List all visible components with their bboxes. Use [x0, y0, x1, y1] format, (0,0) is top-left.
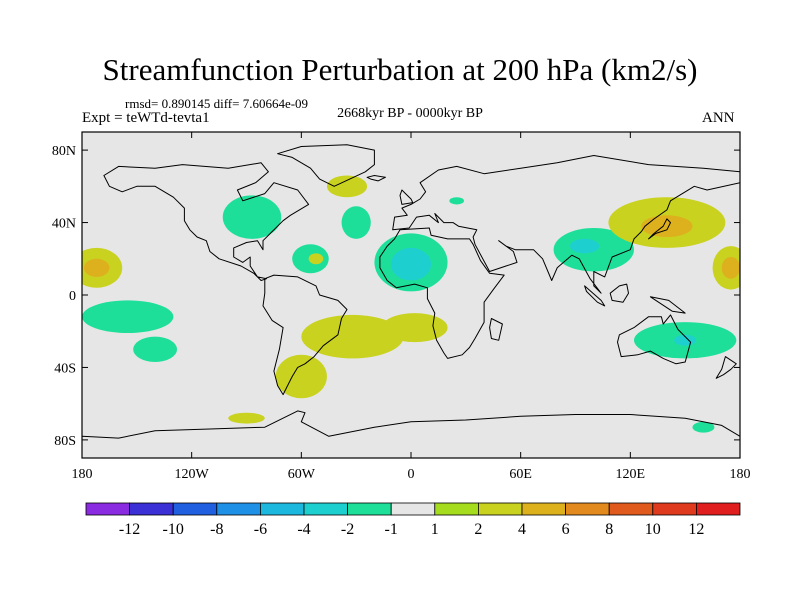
coastline-new-guinea — [649, 296, 686, 314]
colorbar-swatch — [608, 502, 654, 516]
colorbar-swatch — [216, 502, 261, 516]
anomaly-negative — [82, 300, 174, 334]
coastline-japan — [648, 218, 671, 240]
colorbar-swatch — [652, 502, 697, 516]
colorbar-swatch — [172, 502, 218, 516]
colorbar-swatch — [390, 502, 436, 516]
colorbar-label: 4 — [518, 521, 526, 538]
anomaly-positive — [721, 256, 740, 279]
anomaly-positive — [83, 258, 110, 277]
colorbar-swatch — [565, 502, 610, 516]
anomaly-positive — [381, 313, 448, 343]
anomaly-positive — [641, 215, 693, 238]
lon-tick-label: 180 — [730, 467, 751, 482]
colorbar-swatch — [129, 502, 174, 516]
colorbar-label: -10 — [163, 521, 184, 538]
lon-tick-label: 120E — [616, 467, 646, 482]
coastline-north-america — [103, 162, 310, 281]
lat-tick-label: 80N — [52, 144, 76, 159]
colorbar-label: -1 — [385, 521, 398, 538]
lat-tick-label: 80S — [54, 434, 76, 449]
colorbar-swatch — [477, 502, 523, 516]
colorbar-swatch — [85, 502, 130, 516]
coastline-greenland — [277, 144, 375, 187]
anomaly-negative — [692, 421, 715, 433]
coastline-antarctica — [82, 410, 740, 458]
colorbar-swatch — [434, 502, 479, 516]
experiment-label: Expt = teWTd-tevta1 — [82, 110, 210, 126]
lon-tick-label: 0 — [408, 467, 415, 482]
anomaly-negative — [341, 206, 371, 239]
colorbar-label: 6 — [562, 521, 570, 538]
anomaly-negative — [570, 238, 600, 254]
colorbar-label: -12 — [119, 521, 140, 538]
coastline-eurasia — [392, 155, 740, 294]
lat-tick-label: 40S — [54, 361, 76, 376]
colorbar-swatch — [696, 502, 741, 516]
lat-tick-label: 0 — [69, 289, 76, 304]
plot-title: Streamfunction Perturbation at 200 hPa (… — [102, 52, 698, 87]
coastline-borneo — [609, 283, 629, 303]
colorbar-label: -2 — [341, 521, 354, 538]
anomaly-negative — [449, 197, 465, 205]
lon-tick-label: 120W — [175, 467, 210, 482]
colorbar-label: 2 — [474, 521, 482, 538]
stats-line: rmsd= 0.890145 diff= 7.60664e-09 — [125, 96, 309, 111]
colorbar-swatch — [521, 502, 566, 516]
coastline-sumatra — [584, 285, 606, 307]
coastline-new-zealand — [715, 356, 737, 379]
colorbar-label: 10 — [645, 521, 661, 538]
colorbar-label: -4 — [297, 521, 310, 538]
lon-tick-label: 180 — [72, 467, 93, 482]
coastline-africa — [379, 227, 505, 359]
colorbar-label: 1 — [431, 521, 439, 538]
anomaly-negative — [390, 247, 432, 281]
colorbar-label: -6 — [254, 521, 267, 538]
coastline-great-britain — [399, 189, 414, 205]
season-label: ANN — [702, 110, 735, 126]
map-background — [82, 132, 740, 458]
period-label: 2668kyr BP - 0000kyr BP — [337, 106, 483, 121]
anomaly-positive — [308, 253, 324, 265]
colorbar-swatch — [259, 502, 305, 516]
colorbar-swatch — [347, 502, 392, 516]
anomaly-positive — [326, 175, 368, 198]
coastline-south-america — [262, 274, 348, 396]
lon-tick-label: 60W — [288, 467, 316, 482]
anomaly-negative — [222, 195, 282, 239]
colorbar-label: 12 — [688, 521, 704, 538]
anomaly-positive — [228, 412, 265, 424]
lat-tick-label: 40N — [52, 217, 76, 232]
anomaly-positive — [275, 354, 327, 399]
coastline-madagascar — [489, 318, 503, 341]
anomaly-positive — [301, 314, 404, 359]
anomaly-negative — [133, 336, 178, 363]
colorbar-label: -8 — [210, 521, 223, 538]
coastline-iceland — [366, 175, 386, 182]
lon-tick-label: 60E — [509, 467, 532, 482]
coastline-australia — [617, 314, 692, 365]
colorbar-swatch — [303, 502, 348, 516]
colorbar-label: 8 — [605, 521, 613, 538]
